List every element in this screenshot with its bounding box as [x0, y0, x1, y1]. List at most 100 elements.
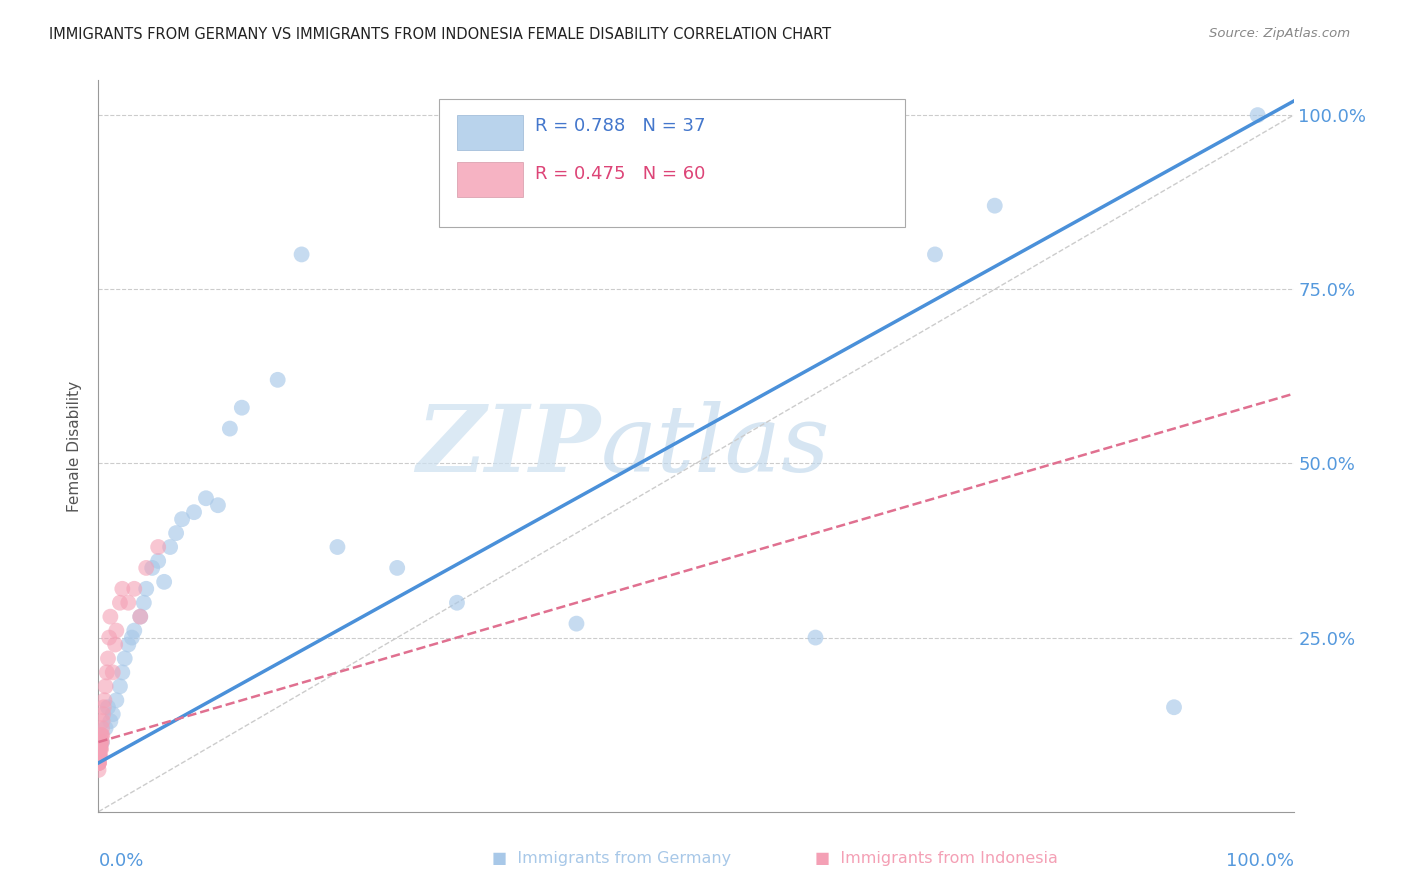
Point	[129, 609, 152, 624]
Point	[87, 749, 110, 764]
Point	[87, 749, 110, 764]
Point	[804, 631, 827, 645]
Point	[91, 721, 114, 735]
Point	[97, 700, 120, 714]
Point	[89, 742, 111, 756]
Text: ZIP: ZIP	[416, 401, 600, 491]
Point	[87, 756, 110, 770]
Point	[87, 749, 110, 764]
Point	[105, 624, 128, 638]
Point	[89, 749, 111, 764]
Point	[117, 596, 139, 610]
Point	[565, 616, 588, 631]
Text: Source: ZipAtlas.com: Source: ZipAtlas.com	[1209, 27, 1350, 40]
Y-axis label: Female Disability: Female Disability	[67, 380, 83, 512]
Point	[89, 735, 111, 749]
Point	[90, 742, 112, 756]
Point	[101, 707, 124, 722]
FancyBboxPatch shape	[439, 99, 905, 227]
Point	[90, 728, 112, 742]
Point	[89, 742, 111, 756]
Point	[90, 728, 112, 742]
Point	[89, 742, 111, 756]
Point	[96, 665, 118, 680]
Point	[87, 735, 110, 749]
Point	[87, 749, 110, 764]
Point	[165, 526, 187, 541]
Point	[101, 665, 124, 680]
Point	[87, 756, 110, 770]
Point	[87, 749, 110, 764]
Point	[97, 651, 120, 665]
Point	[89, 735, 111, 749]
Point	[87, 742, 110, 756]
Text: ■  Immigrants from Indonesia: ■ Immigrants from Indonesia	[815, 851, 1059, 865]
Point	[87, 742, 110, 756]
Point	[132, 596, 155, 610]
Point	[89, 742, 111, 756]
Point	[87, 756, 110, 770]
Point	[89, 749, 111, 764]
Point	[87, 742, 110, 756]
Point	[87, 756, 110, 770]
FancyBboxPatch shape	[457, 115, 523, 150]
Text: R = 0.788   N = 37: R = 0.788 N = 37	[534, 117, 706, 135]
Point	[1163, 700, 1185, 714]
Point	[124, 624, 146, 638]
Point	[111, 665, 134, 680]
Point	[153, 574, 176, 589]
Point	[89, 735, 111, 749]
Point	[219, 421, 242, 435]
Text: ■  Immigrants from Germany: ■ Immigrants from Germany	[492, 851, 731, 865]
Point	[90, 735, 112, 749]
Point	[90, 735, 112, 749]
Point	[94, 679, 117, 693]
Text: R = 0.475   N = 60: R = 0.475 N = 60	[534, 165, 704, 183]
Text: 100.0%: 100.0%	[1226, 852, 1294, 870]
Point	[90, 735, 112, 749]
Point	[89, 742, 111, 756]
Point	[291, 247, 314, 261]
Point	[91, 728, 114, 742]
Point	[124, 582, 146, 596]
Point	[135, 561, 157, 575]
Point	[91, 707, 114, 722]
Point	[98, 609, 122, 624]
Point	[195, 491, 218, 506]
Point	[98, 714, 122, 728]
Text: IMMIGRANTS FROM GERMANY VS IMMIGRANTS FROM INDONESIA FEMALE DISABILITY CORRELATI: IMMIGRANTS FROM GERMANY VS IMMIGRANTS FR…	[49, 27, 831, 42]
Point	[231, 401, 253, 415]
Point	[114, 651, 136, 665]
Point	[172, 512, 194, 526]
Point	[1247, 108, 1270, 122]
Point	[121, 631, 143, 645]
Point	[87, 742, 110, 756]
Point	[267, 373, 290, 387]
Point	[148, 540, 170, 554]
Point	[129, 609, 152, 624]
Point	[108, 679, 131, 693]
Point	[148, 554, 170, 568]
Point	[91, 735, 114, 749]
Point	[385, 561, 409, 575]
Point	[87, 749, 110, 764]
Point	[89, 735, 111, 749]
Point	[159, 540, 181, 554]
Point	[89, 742, 111, 756]
Text: atlas: atlas	[600, 401, 830, 491]
Point	[326, 540, 349, 554]
Point	[104, 638, 127, 652]
Point	[117, 638, 139, 652]
Point	[446, 596, 468, 610]
Point	[141, 561, 163, 575]
Point	[924, 247, 946, 261]
FancyBboxPatch shape	[457, 162, 523, 197]
Point	[87, 756, 110, 770]
Point	[93, 700, 115, 714]
Point	[98, 631, 121, 645]
Point	[135, 582, 157, 596]
Point	[108, 596, 131, 610]
Point	[984, 199, 1007, 213]
Point	[93, 693, 115, 707]
Point	[87, 763, 110, 777]
